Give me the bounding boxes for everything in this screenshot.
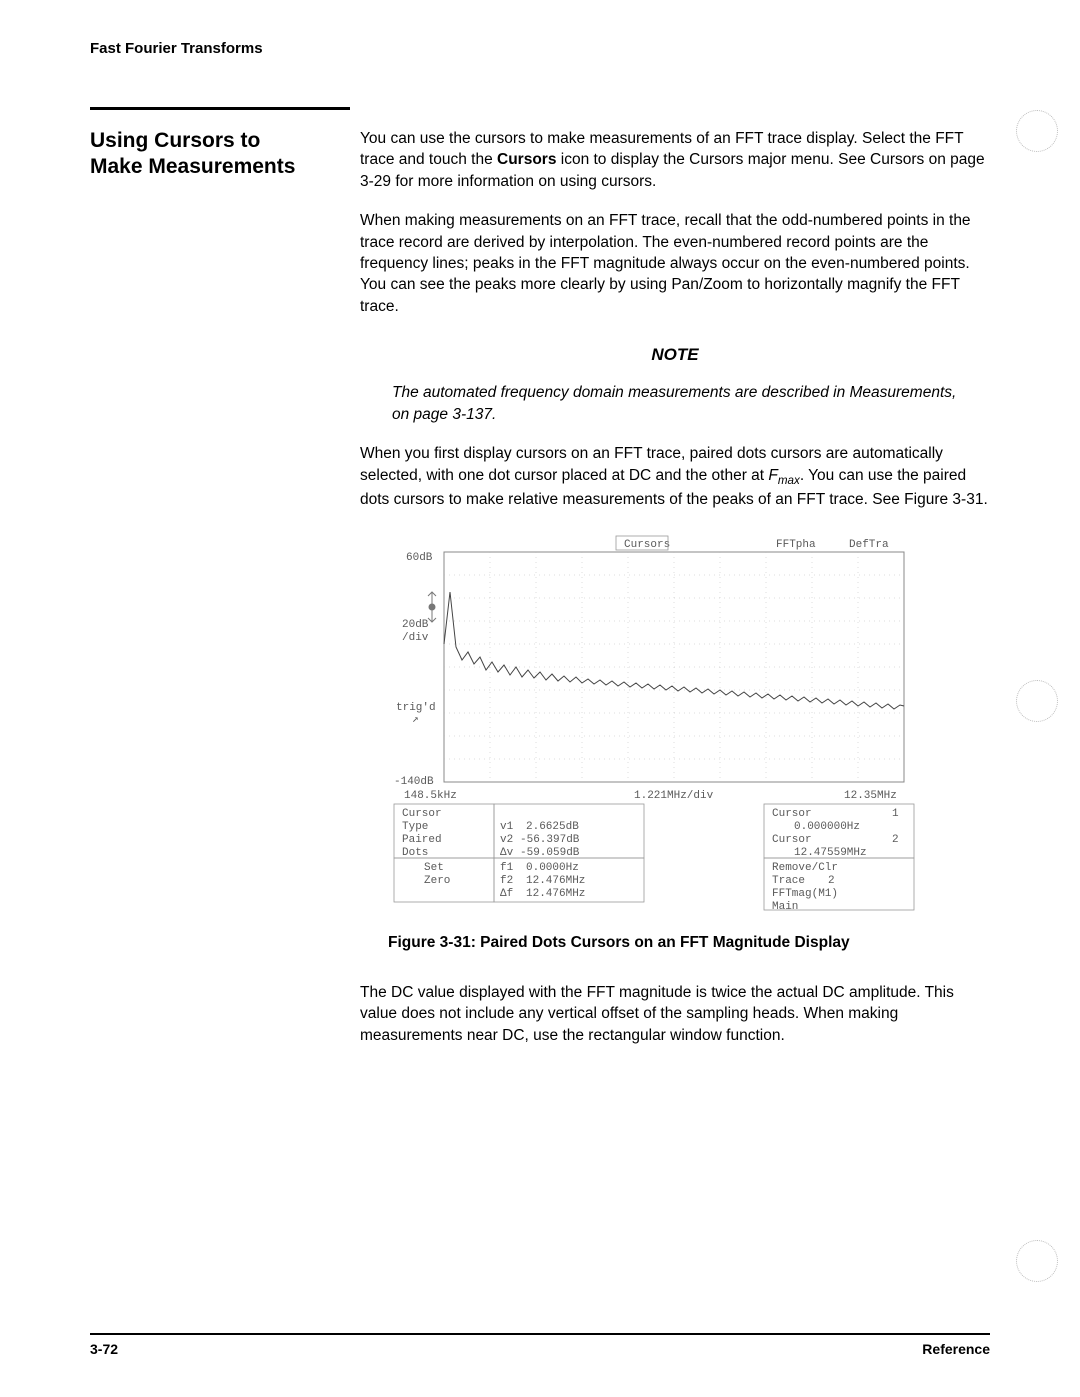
svg-text:0.0000Hz: 0.0000Hz [526,862,579,874]
svg-text:Cursor: Cursor [402,808,442,820]
svg-text:v2: v2 [500,834,513,846]
svg-text:0.000000Hz: 0.000000Hz [794,821,860,833]
svg-text:Δf: Δf [500,888,513,900]
svg-text:Paired: Paired [402,834,442,846]
svg-text:Δv: Δv [500,847,514,859]
paragraph-4: The DC value displayed with the FFT magn… [360,982,990,1046]
scope-figure: Cursors FFTpha DefTra 60dB 20dB /div tri… [374,532,934,912]
scope-trigd: trig'd [396,702,436,714]
p3-var: Fmax [768,467,799,484]
paragraph-3: When you first display cursors on an FFT… [360,443,990,510]
svg-text:f2: f2 [500,875,513,887]
scope-xleft: 148.5kHz [404,790,457,802]
heading-line2: Make Measurements [90,155,295,178]
knob-icon [428,592,436,622]
svg-text:2.6625dB: 2.6625dB [526,821,579,833]
scope-icon-fftpha: FFTpha [776,539,816,551]
content-columns: Using Cursors to Make Measurements You c… [90,128,990,1064]
section-heading: Using Cursors to Make Measurements [90,128,330,181]
scope-icon-cursors: Cursors [624,539,670,551]
scope-xright: 12.35MHz [844,790,897,802]
scope-xmid: 1.221MHz/div [634,790,714,802]
svg-text:-59.059dB: -59.059dB [520,847,580,859]
scope-yscale-1: 20dB [402,619,429,631]
footer-label: Reference [922,1341,990,1357]
svg-text:2: 2 [828,875,835,887]
svg-text:-56.397dB: -56.397dB [520,834,580,846]
svg-text:Set: Set [424,862,444,874]
figure-wrap: Cursors FFTpha DefTra 60dB 20dB /div tri… [374,532,990,954]
fft-trace [444,592,904,709]
svg-text:f1: f1 [500,862,514,874]
scope-ytop: 60dB [406,552,433,564]
svg-text:Zero: Zero [424,875,450,887]
svg-text:2: 2 [892,834,899,846]
punch-hole-top [1016,110,1058,152]
svg-text:12.476MHz: 12.476MHz [526,888,585,900]
scope-trig-arrow: ↗ [412,714,419,726]
paragraph-1: You can use the cursors to make measurem… [360,128,990,192]
svg-text:Cursor: Cursor [772,808,812,820]
page-header: Fast Fourier Transforms [90,40,990,57]
scope-icon-deftra: DefTra [849,539,889,551]
punch-hole-bottom [1016,1240,1058,1282]
left-column: Using Cursors to Make Measurements [90,128,330,1064]
svg-text:Main: Main [772,901,798,912]
note-heading: NOTE [360,343,990,366]
svg-text:Dots: Dots [402,847,428,859]
svg-text:Remove/Clr: Remove/Clr [772,862,838,874]
punch-hole-mid [1016,680,1058,722]
svg-text:Cursor: Cursor [772,834,812,846]
scope-yscale-2: /div [402,632,429,644]
scope-grid [444,552,904,782]
svg-text:Type: Type [402,821,428,833]
svg-text:1: 1 [892,808,899,820]
paragraph-2: When making measurements on an FFT trace… [360,210,990,317]
svg-text:12.476MHz: 12.476MHz [526,875,585,887]
footer-page: 3-72 [90,1341,118,1357]
page-footer: 3-72 Reference [90,1333,990,1357]
note-body: The automated frequency domain measureme… [392,382,970,425]
svg-text:Trace: Trace [772,875,805,887]
svg-text:FFTmag(M1): FFTmag(M1) [772,888,838,900]
heading-line1: Using Cursors to [90,129,260,152]
right-column: You can use the cursors to make measurem… [360,128,990,1064]
svg-text:12.47559MHz: 12.47559MHz [794,847,867,859]
section-rule [90,107,350,110]
svg-text:v1: v1 [500,821,514,833]
figure-caption: Figure 3-31: Paired Dots Cursors on an F… [388,932,990,953]
scope-ybottom: -140dB [394,776,434,788]
p1-bold: Cursors [497,151,556,168]
